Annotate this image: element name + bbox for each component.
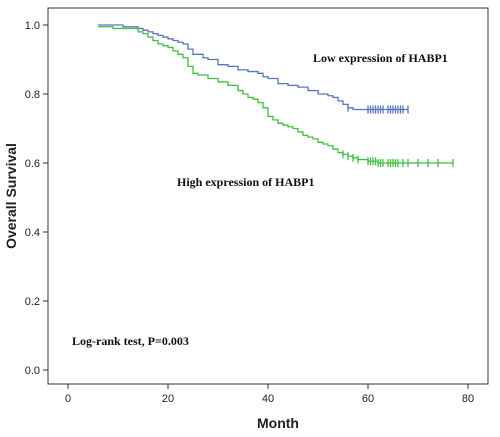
x-tick-label: 20 [162, 393, 174, 405]
annotation-layer: Low expression of HABP1 High expression o… [72, 51, 448, 348]
x-tick-label: 80 [462, 393, 474, 405]
y-tick-label: 1.0 [25, 20, 40, 32]
y-tick-label: 0.8 [25, 89, 40, 101]
x-axis-title: Month [257, 415, 299, 431]
series-low [98, 24, 409, 114]
log-rank-test-label: Log-rank test, P=0.003 [72, 334, 189, 348]
x-tick-label: 60 [362, 393, 374, 405]
low-expression-label: Low expression of HABP1 [313, 51, 448, 65]
y-axis: 0.0 0.2 0.4 0.6 0.8 1.0 Overall Survival [3, 20, 48, 377]
y-tick-label: 0.6 [25, 158, 40, 170]
y-tick-label: 0.2 [25, 296, 40, 308]
series-layer [98, 24, 454, 167]
y-tick-label: 0.0 [25, 365, 40, 377]
survival-curve [98, 24, 408, 111]
x-axis: 0 20 40 60 80 Month [65, 384, 474, 431]
x-tick-label: 0 [65, 393, 71, 405]
x-tick-label: 40 [262, 393, 274, 405]
y-tick-label: 0.4 [25, 227, 40, 239]
survival-curve [98, 26, 453, 164]
high-expression-label: High expression of HABP1 [177, 175, 314, 189]
series-high [98, 26, 454, 167]
y-axis-title: Overall Survival [3, 143, 19, 249]
